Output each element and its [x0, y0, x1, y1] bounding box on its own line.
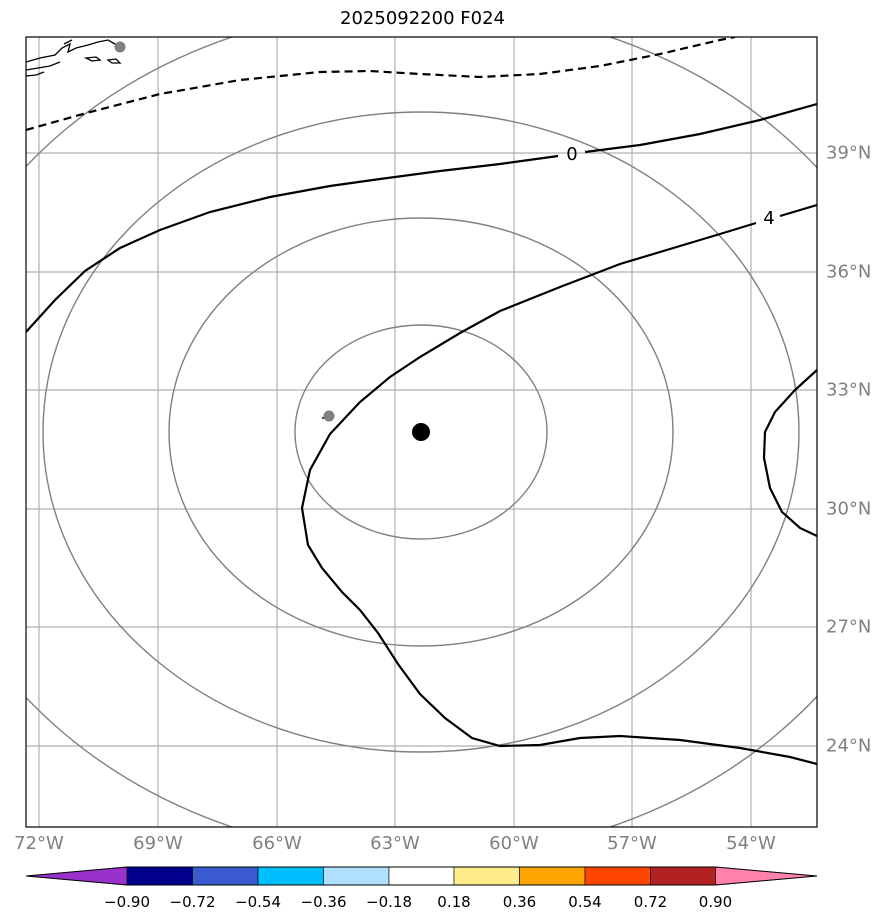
- map-frame: [25, 36, 818, 828]
- secondary-marker-2: [114, 41, 126, 53]
- lat-label-30n: 30°N: [826, 498, 872, 520]
- contour-line-right: [762, 369, 817, 537]
- lon-label-69w: 69°W: [133, 833, 183, 854]
- colorbar-tick-label: 0.54: [568, 893, 602, 911]
- lon-label-72w: 72°W: [14, 833, 64, 854]
- colorbar-outline: [25, 866, 818, 886]
- contour-line-0: [26, 102, 817, 333]
- colorbar-segment-0: [25, 866, 128, 886]
- colorbar-segment-3: [257, 866, 324, 886]
- lon-label-60w: 60°W: [489, 833, 539, 854]
- colorbar-tick-label: −0.90: [104, 893, 150, 911]
- colorbar-tick-label: −0.18: [366, 893, 412, 911]
- colorbar-tick-label: 0.36: [502, 893, 537, 911]
- colorbar-segment-1: [126, 866, 193, 886]
- contour-label-0: 0: [566, 144, 577, 165]
- colorbar-segment-2: [192, 866, 259, 886]
- lon-label-54w: 54°W: [726, 833, 776, 854]
- gridlines: [26, 37, 817, 827]
- lon-label-63w: 63°W: [370, 833, 420, 854]
- contour-label-4: 4: [763, 208, 774, 229]
- contour-line-4: [300, 203, 817, 766]
- secondary-marker-1: [323, 410, 335, 422]
- lat-label-39n: 39°N: [826, 142, 872, 164]
- storm-center-marker: [412, 423, 430, 441]
- map-title: 2025092200 F024: [340, 8, 505, 29]
- colorbar-segment-8: [584, 866, 651, 886]
- colorbar-segment-7: [519, 866, 586, 886]
- colorbar: [25, 866, 818, 886]
- colorbar-tick-label: −0.36: [300, 893, 347, 911]
- colorbar-segment-4: [323, 866, 390, 886]
- colorbar-tick-label: −0.72: [169, 893, 216, 911]
- lat-label-24n: 24°N: [826, 735, 872, 757]
- lat-label-27n: 27°N: [826, 616, 872, 638]
- colorbar-segment-9: [650, 866, 716, 886]
- lon-label-66w: 66°W: [252, 833, 302, 854]
- lon-label-57w: 57°W: [607, 833, 657, 854]
- colorbar-segment-10: [715, 866, 818, 886]
- colorbar-segment-5: [388, 866, 455, 886]
- lat-label-36n: 36°N: [826, 261, 872, 283]
- colorbar-tick-label: 0.18: [437, 893, 471, 911]
- dashed-contour-line: [26, 37, 736, 132]
- colorbar-tick-label: −0.54: [235, 893, 281, 911]
- coastline: [26, 39, 122, 77]
- range-rings: [26, 37, 817, 827]
- colorbar-tick-label: 0.72: [633, 893, 668, 911]
- colorbar-tick-label: 0.90: [698, 893, 733, 911]
- lat-label-33n: 33°N: [826, 379, 872, 401]
- colorbar-segment-6: [453, 866, 520, 886]
